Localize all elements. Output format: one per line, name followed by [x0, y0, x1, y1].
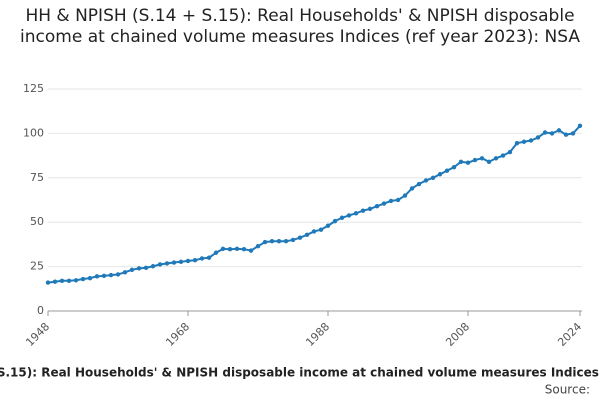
point — [402, 193, 408, 198]
point — [549, 131, 555, 136]
point — [52, 279, 58, 284]
x-tick-label: 1968 — [163, 320, 192, 349]
point — [381, 201, 387, 206]
point — [535, 135, 541, 140]
point — [122, 270, 128, 275]
point — [276, 239, 282, 244]
chart-title: HH & NPISH (S.14 + S.15): Real Household… — [20, 6, 580, 47]
point — [297, 235, 303, 240]
point — [227, 246, 233, 252]
point — [325, 223, 331, 228]
point — [143, 265, 149, 271]
point — [94, 274, 100, 279]
point — [199, 256, 205, 261]
point — [423, 178, 429, 183]
point — [164, 261, 170, 266]
point — [374, 204, 380, 209]
point — [542, 130, 548, 135]
point — [136, 266, 142, 271]
line — [47, 125, 581, 284]
point — [563, 132, 569, 137]
y-tick-label: 50 — [30, 215, 44, 228]
x-tick-label: 2008 — [443, 320, 472, 349]
point — [101, 273, 107, 279]
y-tick-label: 125 — [23, 82, 44, 95]
point — [255, 243, 261, 249]
point — [66, 278, 72, 284]
point — [472, 157, 478, 163]
point — [234, 246, 240, 252]
point — [318, 227, 324, 232]
point — [178, 259, 184, 265]
point — [248, 248, 254, 253]
point — [108, 272, 114, 278]
point — [437, 172, 443, 177]
point — [311, 229, 317, 234]
x-tick-label: 1988 — [303, 320, 332, 349]
x-tick-label: 2024 — [555, 320, 584, 349]
legend-label: HH & NPISH (S.14 + S.15): Real Household… — [0, 366, 600, 380]
y-tick-label: 75 — [30, 171, 44, 184]
x-tick-label: 1948 — [23, 320, 52, 349]
point — [430, 175, 436, 180]
point — [409, 186, 415, 191]
y-tick-label: 25 — [30, 260, 44, 273]
point — [388, 198, 394, 204]
point — [458, 159, 464, 165]
point — [528, 138, 534, 143]
point — [451, 164, 457, 170]
point — [493, 156, 499, 161]
y-tick-label: 0 — [37, 304, 44, 317]
point — [115, 272, 121, 277]
point — [129, 267, 135, 272]
point — [206, 255, 212, 260]
point — [269, 239, 275, 244]
point — [171, 260, 177, 265]
point — [87, 275, 93, 281]
point — [80, 276, 86, 282]
point — [416, 181, 422, 187]
point — [185, 258, 191, 264]
point — [290, 237, 296, 243]
point — [577, 123, 583, 128]
point — [395, 197, 401, 203]
point — [220, 246, 226, 252]
point — [59, 278, 65, 284]
source: Source: — [545, 383, 590, 397]
point — [150, 264, 156, 269]
point — [444, 168, 450, 173]
point — [360, 208, 366, 213]
point — [262, 239, 268, 245]
point — [479, 156, 485, 161]
point — [486, 159, 492, 165]
point — [332, 218, 338, 224]
point — [45, 280, 51, 285]
point — [283, 239, 289, 244]
point — [514, 140, 520, 146]
point — [213, 250, 219, 255]
point — [521, 139, 527, 144]
point — [241, 246, 247, 252]
point — [157, 262, 163, 267]
point — [353, 211, 359, 216]
point — [570, 131, 576, 136]
point — [556, 128, 562, 133]
point — [346, 213, 352, 218]
point — [73, 278, 79, 283]
point — [500, 153, 506, 158]
point — [192, 258, 198, 263]
point — [465, 160, 471, 165]
point — [304, 232, 310, 238]
point — [339, 215, 345, 220]
point — [367, 206, 373, 212]
y-tick-label: 100 — [23, 126, 44, 139]
point — [507, 149, 513, 155]
